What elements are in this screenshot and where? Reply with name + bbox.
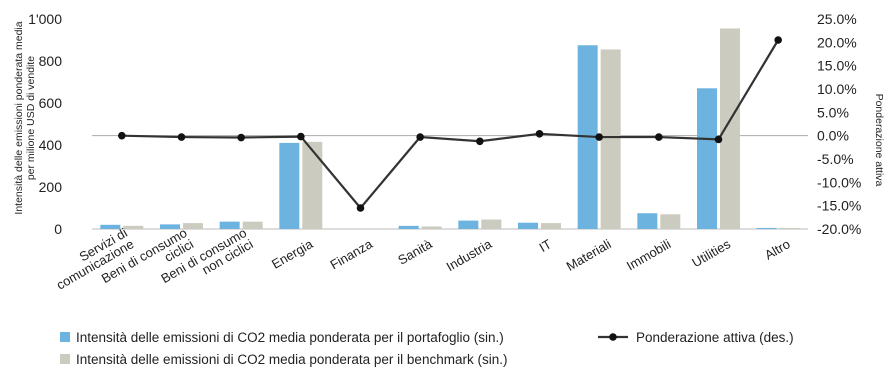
benchmark-bar [720, 28, 740, 230]
category-label: Altro [762, 236, 793, 262]
right-axis-tick-label: 20.0% [817, 34, 857, 50]
active-weight-point [535, 130, 544, 138]
benchmark-bar [600, 49, 621, 230]
category-label-line: Altro [762, 236, 793, 262]
portfolio-bar [219, 221, 240, 229]
right-axis-tick-label: -10.0% [817, 174, 861, 190]
right-axis-title: Ponderazione attiva [873, 94, 885, 187]
legend-swatch-portfolio [60, 332, 70, 342]
benchmark-bar [779, 227, 800, 229]
category-label: Sanità [395, 236, 435, 268]
benchmark-bar [421, 226, 442, 229]
portfolio-bar [458, 220, 479, 229]
category-label-line: Materiali [564, 236, 614, 274]
right-axis-tick-label: 10.0% [817, 81, 857, 97]
legend-label-active-weight: Ponderazione attiva (des.) [636, 330, 794, 345]
active-weight-point [476, 137, 484, 146]
active-weight-line [121, 39, 780, 210]
right-axis-tick-label: 5.0% [817, 104, 849, 120]
legend-swatch-benchmark [60, 354, 70, 364]
category-label-line: Industria [444, 236, 495, 274]
active-weight-point [416, 133, 424, 141]
active-weight-point [595, 133, 603, 141]
benchmark-bar [302, 141, 323, 229]
portfolio-bar [518, 222, 538, 229]
right-axis-tick-label: 0.0% [817, 128, 849, 144]
active-weight-point [655, 133, 663, 141]
portfolio-bar [100, 224, 121, 229]
portfolio-bar [160, 224, 180, 229]
benchmark-bar [123, 225, 144, 229]
benchmark-bar [481, 219, 502, 229]
active-weight-point [714, 135, 723, 144]
category-label: Finanza [327, 236, 375, 272]
portfolio-bar [697, 88, 717, 229]
active-weight-point [774, 36, 782, 44]
category-label: Utilities [689, 236, 733, 270]
portfolio-bar [637, 213, 658, 229]
right-axis-tick-label: -15.0% [817, 198, 861, 214]
portfolio-bar [279, 142, 300, 229]
category-label: Materiali [564, 236, 614, 274]
legend-label-benchmark: Intensità delle emissioni di CO2 media p… [76, 352, 507, 367]
benchmark-bar [660, 214, 681, 229]
left-axis-title: per milione USD di vendite [25, 56, 37, 180]
category-label-line: Energia [269, 236, 316, 272]
category-label: Energia [269, 236, 316, 272]
benchmark-bar [183, 223, 203, 229]
active-weight-point [118, 131, 126, 140]
category-label: Immobili [624, 236, 674, 273]
category-label-line: Immobili [624, 236, 674, 273]
benchmark-bar [242, 221, 263, 229]
right-axis-tick-label: 25.0% [817, 11, 857, 27]
right-axis-tick-label: -5.0% [817, 151, 854, 167]
left-axis-tick-label: 0 [54, 221, 62, 237]
active-weight-point [297, 132, 305, 141]
category-label: IT [536, 236, 554, 255]
category-label-line: IT [536, 236, 554, 255]
category-label: Industria [444, 236, 495, 274]
category-label-line: Utilities [689, 236, 733, 270]
right-axis-tick-label: -20.0% [817, 221, 861, 237]
active-weight-point [177, 133, 186, 141]
portfolio-bar [398, 225, 419, 229]
category-label-line: Finanza [327, 236, 375, 272]
portfolio-bar [756, 227, 777, 229]
active-weight-point [237, 133, 245, 142]
left-axis-tick-label: 800 [39, 53, 63, 69]
right-axis-tick-label: 15.0% [817, 58, 857, 74]
legend-marker-active-weight [609, 333, 617, 341]
active-weight-point [356, 204, 365, 212]
left-axis-title: Intensità delle emissioni ponderata medi… [13, 21, 25, 214]
left-axis-tick-label: 200 [39, 179, 63, 195]
left-axis-tick-label: 400 [39, 137, 63, 153]
left-axis-tick-label: 1'000 [28, 11, 62, 27]
left-axis-tick-label: 600 [39, 95, 63, 111]
category-label-line: Sanità [395, 236, 435, 268]
benchmark-bar [541, 223, 561, 229]
legend-label-portfolio: Intensità delle emissioni di CO2 media p… [76, 330, 504, 345]
